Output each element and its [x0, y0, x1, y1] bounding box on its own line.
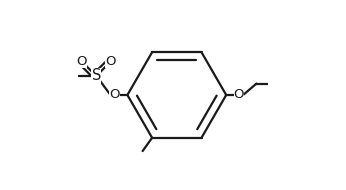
Text: S: S [92, 69, 101, 83]
Text: O: O [105, 55, 116, 68]
Text: O: O [234, 89, 244, 101]
Text: O: O [109, 89, 120, 101]
Text: O: O [77, 55, 87, 68]
